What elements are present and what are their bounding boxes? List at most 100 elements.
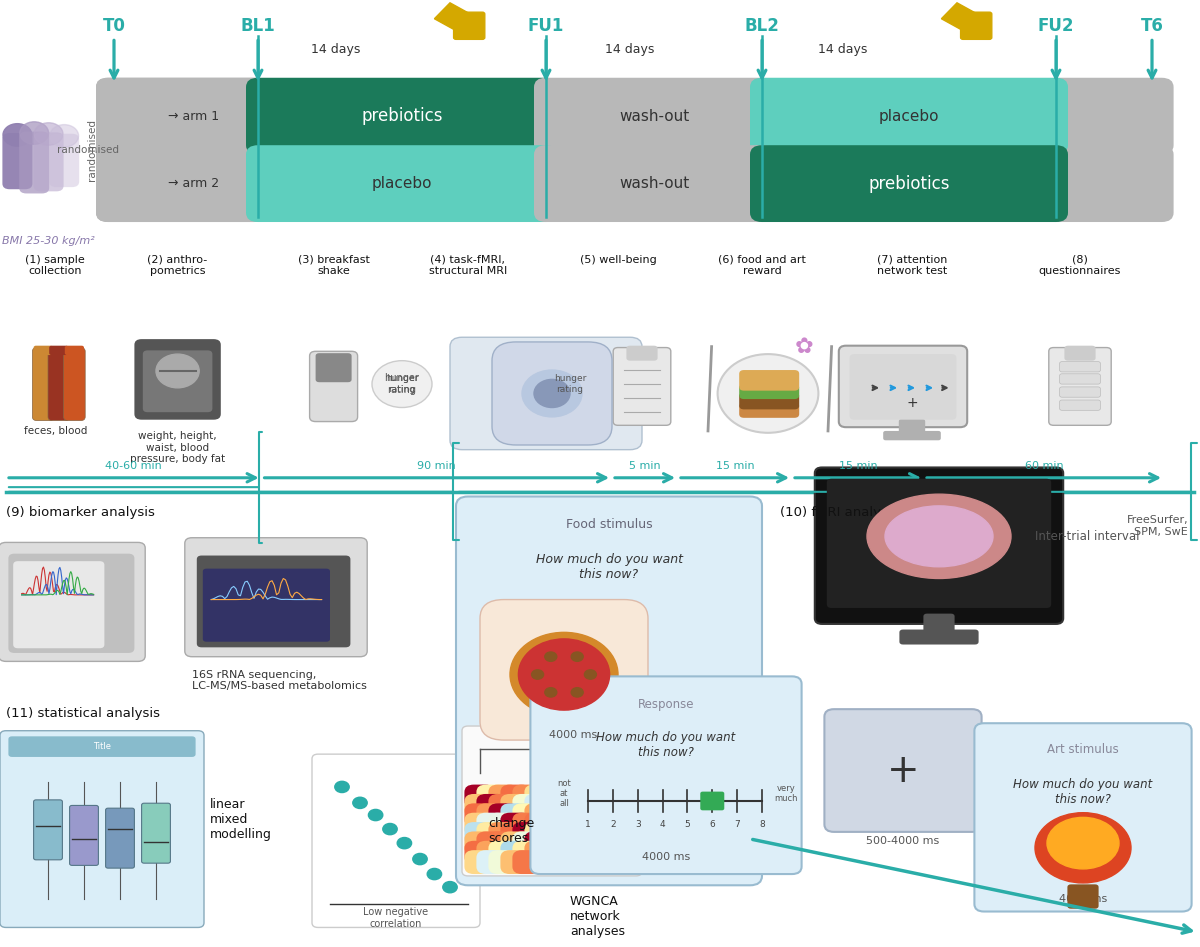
- Text: placebo: placebo: [372, 176, 432, 191]
- Circle shape: [443, 882, 457, 893]
- FancyBboxPatch shape: [476, 841, 508, 865]
- FancyBboxPatch shape: [34, 133, 64, 191]
- Text: (3) breakfast
shake: (3) breakfast shake: [298, 255, 370, 277]
- FancyBboxPatch shape: [815, 468, 1063, 624]
- FancyBboxPatch shape: [1060, 387, 1100, 397]
- FancyBboxPatch shape: [500, 794, 532, 818]
- FancyBboxPatch shape: [464, 794, 496, 818]
- FancyBboxPatch shape: [185, 538, 367, 656]
- Text: FreeSurfer,
SPM, SwE: FreeSurfer, SPM, SwE: [1127, 515, 1188, 537]
- FancyBboxPatch shape: [530, 676, 802, 874]
- FancyBboxPatch shape: [64, 348, 85, 420]
- FancyBboxPatch shape: [197, 556, 350, 648]
- FancyBboxPatch shape: [462, 726, 642, 876]
- Circle shape: [532, 670, 544, 679]
- FancyBboxPatch shape: [488, 831, 520, 855]
- FancyBboxPatch shape: [476, 794, 508, 818]
- FancyBboxPatch shape: [548, 841, 580, 865]
- Text: 5 min: 5 min: [629, 460, 661, 471]
- FancyBboxPatch shape: [0, 731, 204, 927]
- FancyBboxPatch shape: [454, 12, 485, 40]
- FancyBboxPatch shape: [49, 346, 68, 355]
- FancyBboxPatch shape: [701, 792, 725, 811]
- Text: T0: T0: [102, 17, 126, 35]
- FancyBboxPatch shape: [524, 803, 554, 828]
- FancyBboxPatch shape: [739, 392, 799, 409]
- FancyBboxPatch shape: [1060, 400, 1100, 410]
- FancyBboxPatch shape: [839, 346, 967, 427]
- Circle shape: [19, 122, 48, 144]
- FancyBboxPatch shape: [824, 709, 982, 831]
- Text: 60 min: 60 min: [1025, 460, 1063, 471]
- Text: (9) biomarker analysis: (9) biomarker analysis: [6, 506, 155, 519]
- FancyBboxPatch shape: [536, 831, 568, 855]
- Text: BL1: BL1: [241, 17, 275, 35]
- Text: → arm 1: → arm 1: [168, 110, 218, 123]
- FancyBboxPatch shape: [488, 784, 520, 809]
- FancyBboxPatch shape: [524, 813, 554, 836]
- Text: FU1: FU1: [528, 17, 564, 35]
- FancyBboxPatch shape: [613, 348, 671, 425]
- FancyBboxPatch shape: [512, 822, 542, 846]
- FancyBboxPatch shape: [899, 419, 925, 438]
- Text: (1) sample
collection: (1) sample collection: [25, 255, 85, 277]
- FancyBboxPatch shape: [464, 831, 496, 855]
- Text: (2) anthro-
pometrics: (2) anthro- pometrics: [148, 255, 208, 277]
- FancyBboxPatch shape: [450, 337, 642, 450]
- FancyBboxPatch shape: [134, 339, 221, 420]
- Circle shape: [510, 633, 618, 717]
- FancyBboxPatch shape: [106, 815, 134, 876]
- FancyBboxPatch shape: [524, 850, 554, 874]
- FancyBboxPatch shape: [512, 831, 542, 855]
- FancyBboxPatch shape: [488, 803, 520, 828]
- FancyBboxPatch shape: [0, 543, 145, 661]
- Text: +: +: [906, 396, 918, 410]
- Circle shape: [522, 370, 582, 417]
- Circle shape: [50, 125, 79, 147]
- Circle shape: [518, 639, 610, 710]
- FancyBboxPatch shape: [524, 831, 554, 855]
- FancyBboxPatch shape: [2, 133, 32, 189]
- FancyBboxPatch shape: [310, 351, 358, 421]
- FancyBboxPatch shape: [476, 784, 508, 809]
- FancyBboxPatch shape: [548, 813, 580, 836]
- Text: 4000 ms: 4000 ms: [642, 852, 690, 862]
- FancyBboxPatch shape: [739, 402, 799, 418]
- Text: (10) fMRI analysis: (10) fMRI analysis: [780, 506, 899, 519]
- FancyBboxPatch shape: [534, 145, 774, 222]
- Text: (6) food and art
reward: (6) food and art reward: [718, 255, 806, 277]
- FancyBboxPatch shape: [883, 431, 941, 440]
- Text: How much do you want
this now?: How much do you want this now?: [1013, 777, 1153, 806]
- FancyBboxPatch shape: [464, 822, 496, 846]
- Text: (7) attention
network test: (7) attention network test: [877, 255, 947, 277]
- Text: How much do you want
this now?: How much do you want this now?: [535, 553, 683, 581]
- FancyBboxPatch shape: [524, 784, 554, 809]
- FancyBboxPatch shape: [500, 831, 532, 855]
- Text: Title: Title: [94, 742, 112, 751]
- FancyBboxPatch shape: [850, 354, 956, 420]
- Text: BMI 25-30 kg/m²: BMI 25-30 kg/m²: [2, 236, 95, 246]
- FancyBboxPatch shape: [750, 78, 1068, 154]
- Text: placebo: placebo: [878, 109, 940, 124]
- FancyBboxPatch shape: [13, 562, 104, 649]
- FancyBboxPatch shape: [464, 803, 496, 828]
- Text: prebiotics: prebiotics: [361, 107, 443, 125]
- Circle shape: [427, 868, 442, 880]
- FancyBboxPatch shape: [500, 784, 532, 809]
- Text: 8: 8: [760, 820, 764, 829]
- Circle shape: [584, 670, 596, 679]
- Circle shape: [2, 124, 31, 146]
- FancyBboxPatch shape: [488, 850, 520, 874]
- FancyBboxPatch shape: [974, 724, 1192, 912]
- FancyBboxPatch shape: [96, 145, 266, 222]
- FancyBboxPatch shape: [476, 813, 508, 836]
- Circle shape: [545, 652, 557, 661]
- Text: 2: 2: [610, 820, 616, 829]
- FancyBboxPatch shape: [500, 813, 532, 836]
- Text: 1: 1: [586, 820, 590, 829]
- Circle shape: [397, 837, 412, 849]
- Text: Response: Response: [637, 698, 695, 711]
- Text: 16S rRNA sequencing,
LC-MS/MS-based metabolomics: 16S rRNA sequencing, LC-MS/MS-based meta…: [192, 670, 367, 691]
- Circle shape: [534, 380, 570, 407]
- FancyBboxPatch shape: [246, 78, 558, 154]
